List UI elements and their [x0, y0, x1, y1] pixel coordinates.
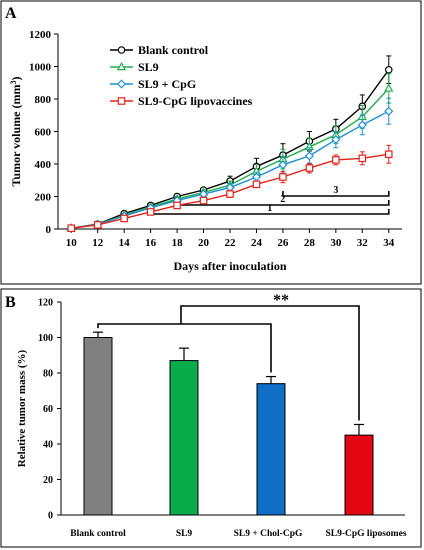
data-point [146, 208, 155, 216]
x-axis-label: Days after inoculation [173, 259, 286, 273]
x-tick-label: 22 [225, 237, 237, 249]
panel-b-chart: 0 20 40 60 80 100 120 Relative tumor mass (%) Bl… [16, 292, 407, 539]
data-point [116, 61, 127, 71]
bar [344, 434, 374, 516]
y-axis-label-text: Tumor volume (mm [9, 84, 23, 186]
y-tick-label: 1200 [29, 29, 52, 41]
legend-label: SL9-CpG lipovaccines [138, 94, 253, 108]
significance-marker: ** [273, 292, 289, 309]
data-point [384, 106, 394, 116]
significance-bracket [97, 323, 272, 373]
data-point [332, 156, 340, 164]
bar [256, 383, 286, 516]
panel-a-chart: 0 200 400 600 800 1000 1200 10 12 14 16 18 20 22 24 26 2… [9, 29, 402, 273]
y-tick-label: 600 [35, 127, 52, 139]
y-tick-label: 0 [48, 511, 53, 522]
legend: Blank control SL9 SL9 + CpG SL9-CpG lipovac… [110, 43, 253, 108]
category-label: SL9-CpG liposomes [325, 529, 406, 539]
data-point [304, 151, 314, 161]
y-tick-label: 800 [35, 94, 52, 106]
x-tick-label: 34 [383, 237, 395, 249]
data-point [117, 46, 126, 54]
bar [83, 337, 113, 516]
panel-a-label: A [5, 5, 17, 22]
data-point [173, 201, 181, 210]
y-tick-label: 120 [38, 298, 53, 309]
data-point [117, 97, 126, 105]
x-tick-label: 12 [92, 237, 104, 249]
y-tick-label: 1000 [29, 62, 52, 74]
data-point [305, 164, 314, 172]
x-tick-label: 32 [357, 237, 369, 249]
x-tick-label: 28 [304, 237, 316, 249]
x-tick-label: 24 [251, 237, 263, 249]
bracket-label: 2 [280, 194, 285, 205]
x-tick-label: 20 [198, 237, 210, 249]
panel-b-label: B [5, 294, 16, 311]
significance-bracket [180, 305, 360, 421]
data-point [252, 180, 261, 189]
data-point [199, 196, 208, 205]
bar [169, 360, 199, 516]
y-axis-label: Tumor volume (mm3) [9, 77, 24, 187]
legend-label: SL9 + CpG [138, 77, 196, 91]
data-point [331, 135, 341, 145]
y-tick-label: 200 [35, 192, 52, 204]
x-tick-label: 30 [330, 237, 342, 249]
y-tick-label: 400 [35, 159, 52, 171]
data-point [358, 154, 367, 163]
legend-label: Blank control [138, 43, 209, 57]
data-point [384, 65, 393, 74]
bracket-label: 3 [333, 185, 338, 196]
y-axis-label-sup: 3 [9, 81, 18, 85]
data-point [116, 79, 127, 89]
x-tick-label: 10 [66, 237, 78, 249]
x-tick-label: 18 [172, 237, 184, 249]
data-point [226, 190, 234, 198]
y-axis-label-end: ) [9, 77, 23, 81]
category-label: Blank control [70, 529, 126, 539]
x-tick-label: 16 [145, 237, 157, 249]
data-point [279, 173, 287, 181]
data-point [120, 214, 128, 223]
y-tick-label: 100 [38, 333, 53, 344]
data-point [384, 150, 393, 159]
data-point [67, 224, 76, 232]
x-tick-label: 14 [119, 237, 131, 249]
bracket-label: 1 [267, 203, 272, 214]
y-tick-label: 20 [43, 475, 53, 486]
data-point [278, 160, 288, 170]
data-point [93, 221, 102, 229]
y-tick-label: 60 [43, 404, 53, 415]
panel-a-frame [0, 0, 422, 285]
y-axis-label: Relative tumor mass (%) [16, 349, 28, 467]
category-label: SL9 + Chol-CpG [234, 529, 303, 539]
x-tick-label: 26 [277, 237, 289, 249]
y-tick-label: 0 [46, 224, 52, 236]
series-3 [67, 144, 393, 232]
data-point [357, 120, 367, 130]
data-point [384, 83, 394, 92]
legend-label: SL9 [138, 60, 159, 74]
category-label: SL9 [176, 529, 193, 539]
significance-bracket [282, 191, 390, 197]
y-tick-label: 80 [43, 369, 53, 380]
y-tick-label: 40 [43, 440, 53, 451]
